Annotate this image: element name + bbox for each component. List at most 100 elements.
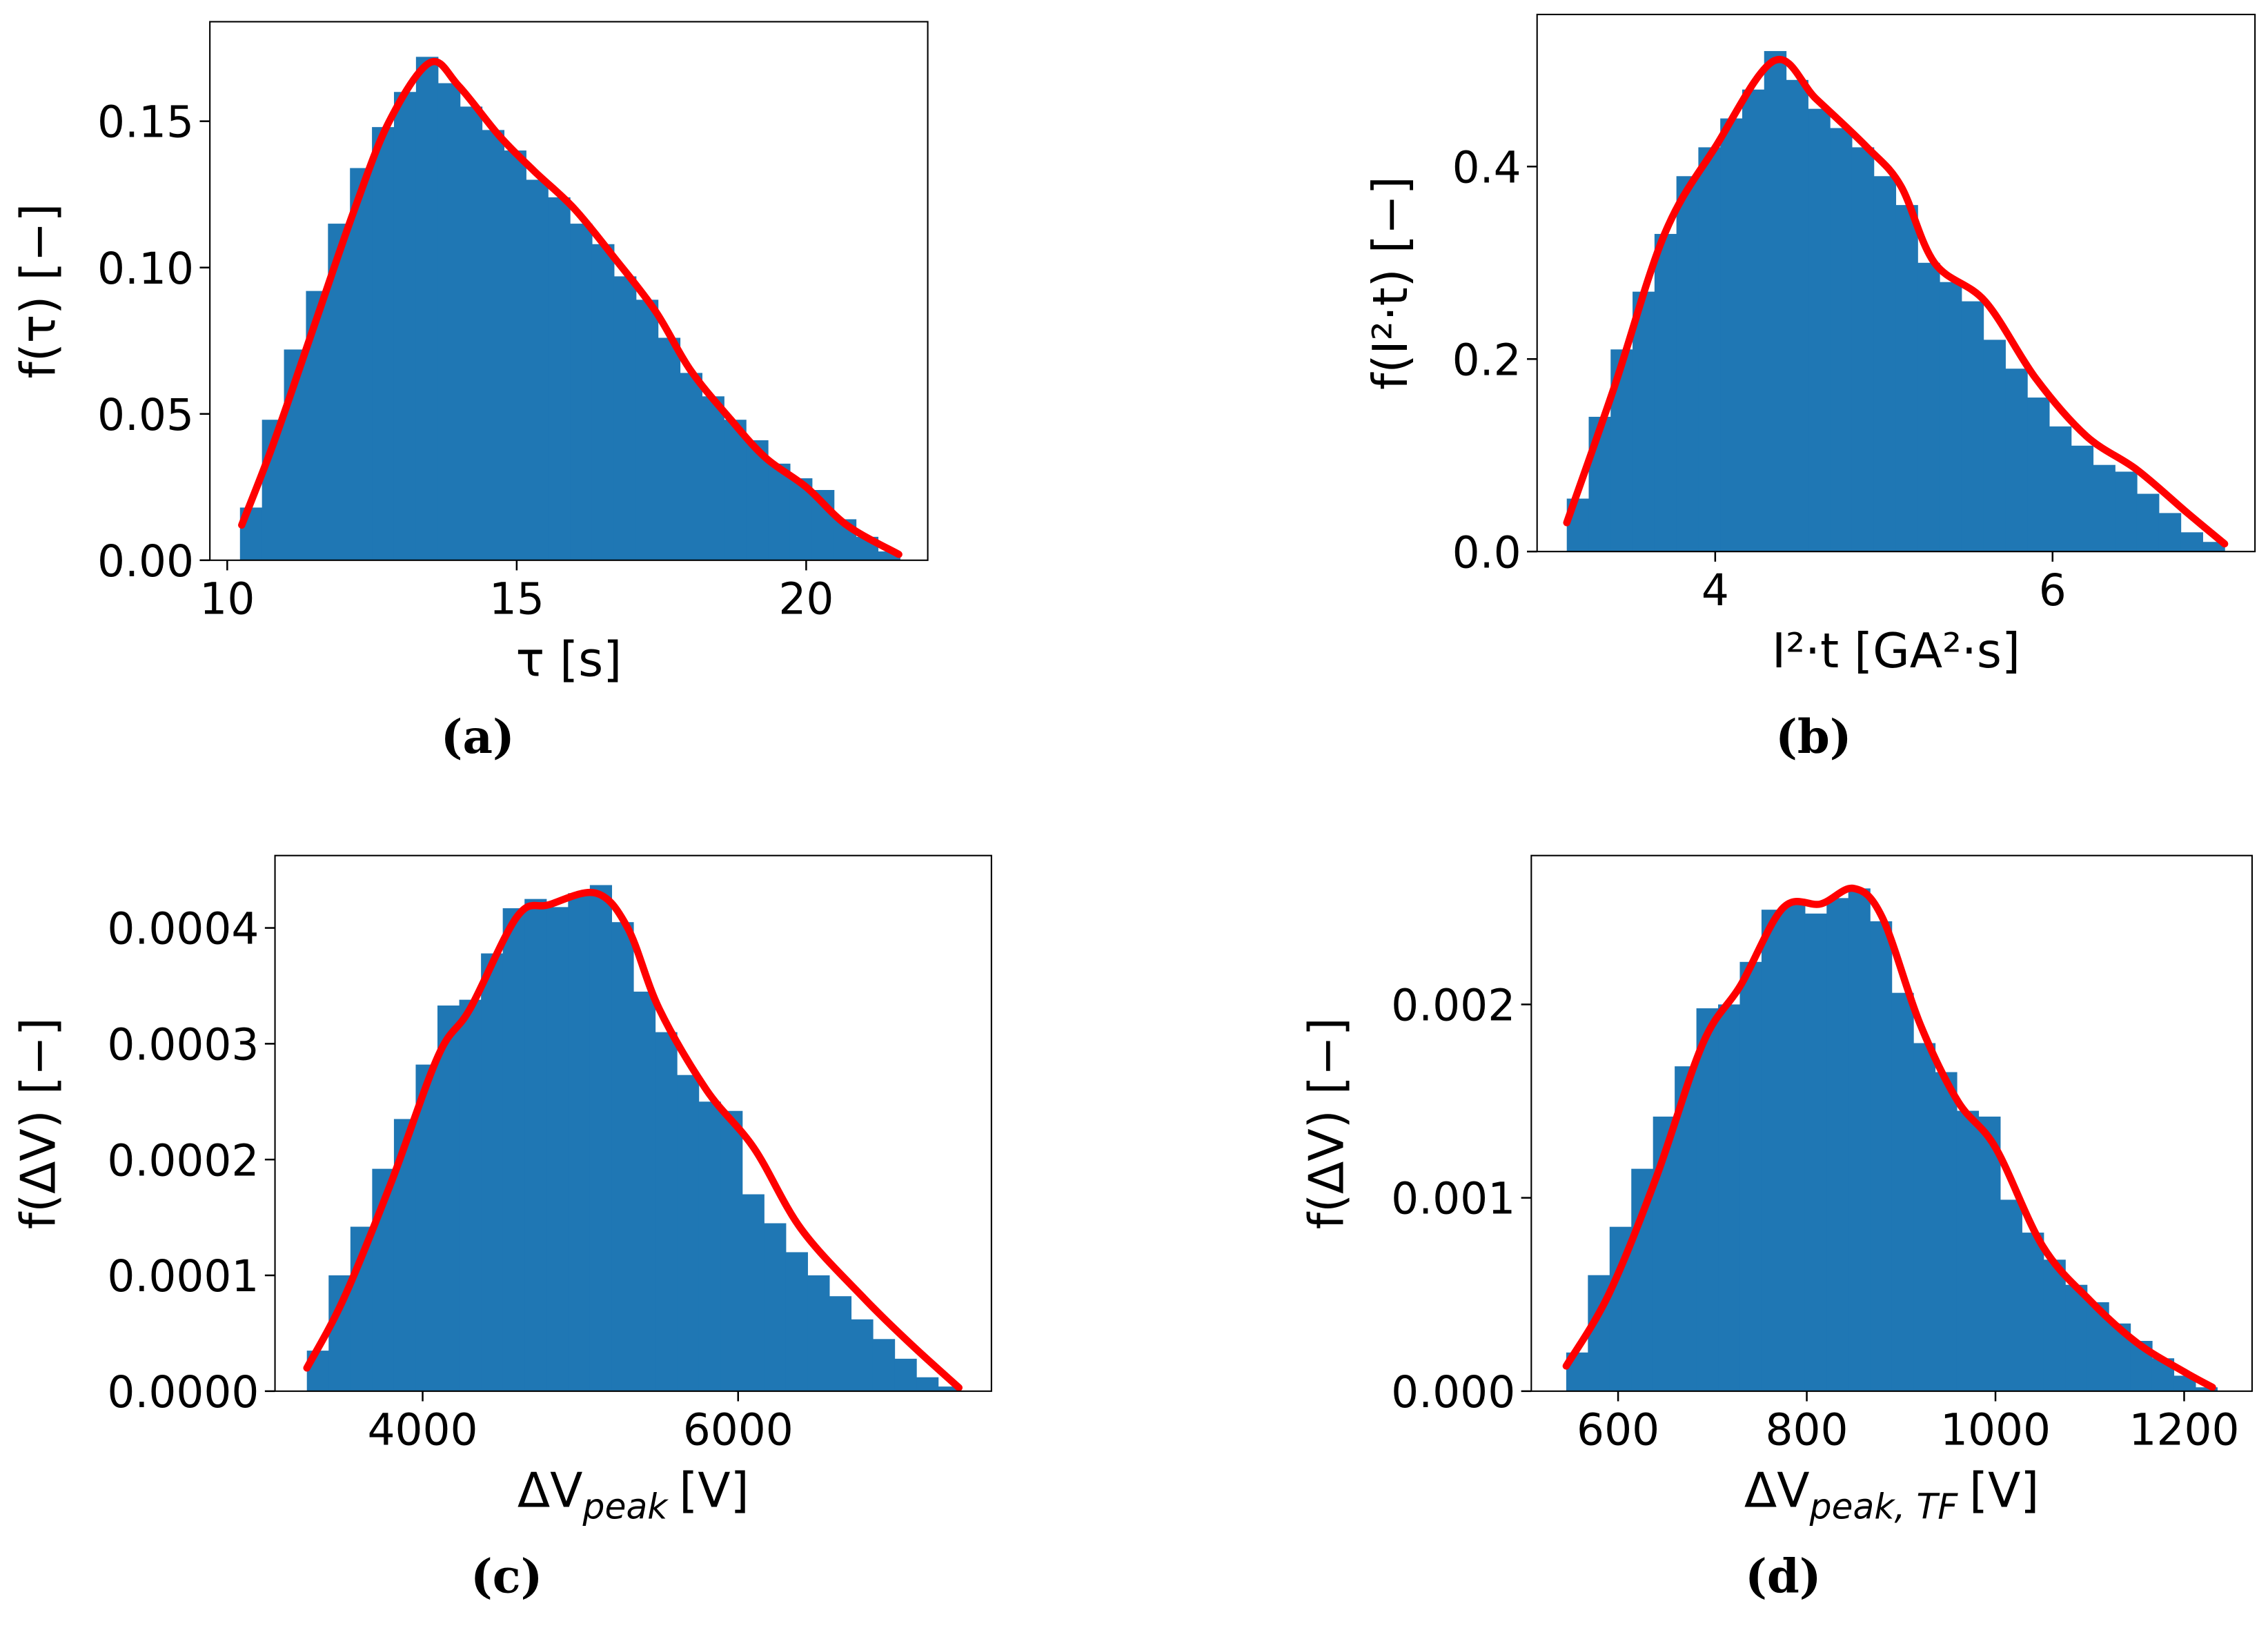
histogram-bar [437,1006,460,1391]
caption: (c) [471,1549,542,1603]
density-curve [238,57,903,558]
histogram-bar [1742,89,1765,552]
x-axis-label: ΔVpeak [V] [517,1464,749,1527]
histogram-bar [2180,532,2203,552]
x-axis-label-sub: peak, TF [1809,1486,1959,1527]
x-tick-label: 4000 [367,1404,477,1455]
histogram-bar [938,1386,960,1391]
histogram-bar [785,1252,808,1391]
histogram-bar [2022,1233,2044,1391]
histogram-bar [1891,992,1914,1391]
histogram-bar [1917,262,1940,552]
y-axis-label: f(ΔV) [−] [1300,1017,1355,1229]
histogram-bar [742,1194,765,1391]
histogram-bar [1718,1004,1741,1391]
histogram-bar [720,1110,743,1391]
y-tick-label: 0.0002 [107,1135,259,1186]
histogram-bar [1826,898,1849,1391]
histogram-bar [829,1296,852,1391]
histogram-bar [1873,176,1897,552]
histogram-bar [677,1075,700,1391]
caption: (b) [1775,709,1851,764]
histogram-bar [1720,118,1743,552]
histogram-bar [635,300,659,560]
histogram-bar [548,197,571,560]
histogram-bar [2202,542,2225,552]
x-tick-label: 6000 [683,1404,793,1455]
histogram-bar [502,908,525,1391]
x-tick-label: 800 [1766,1404,1848,1455]
histogram-bar [1830,128,1853,552]
histogram-bar [1978,1116,2001,1391]
y-tick-label: 0.0000 [107,1367,259,1418]
x-axis-label: ΔVpeak, TF [V] [1744,1464,2039,1527]
axes-frame [1530,854,2253,1392]
y-tick-label: 0.05 [97,390,194,440]
histogram-bar [2049,426,2072,552]
y-axis-label: f(ΔV) [−] [12,1017,67,1229]
histogram-bar [633,991,656,1391]
histogram-bar [2115,471,2138,552]
x-tick-label: 10 [199,573,255,624]
y-tick-label: 0.0001 [107,1251,259,1302]
histogram-bar [2158,513,2182,552]
histogram-bar [2005,369,2028,552]
density-curve [303,888,963,1392]
histogram-bar [2136,493,2160,552]
histogram-bar [415,57,439,560]
histogram-bar [1761,910,1784,1391]
axes-frame [274,854,992,1392]
x-tick-label: 4 [1702,565,1729,616]
histogram-bar [482,130,505,560]
histogram-bar [1783,903,1806,1391]
histogram-bar [1739,961,1762,1391]
x-axis-label-sub: peak [582,1486,669,1527]
y-tick-label: 0.2 [1452,335,1521,385]
histogram-bar [1654,233,1677,552]
histogram-bar [591,244,615,560]
histogram-bar [613,276,637,560]
histogram-bar [2000,1199,2022,1391]
x-axis-label: I²·t [GA²·s] [1772,624,2020,679]
histogram-bar [481,953,504,1391]
y-tick-label: 0.0004 [107,904,259,954]
y-tick-label: 0.15 [97,97,194,148]
histogram-bar [1808,108,1831,552]
histogram-bar [2043,1259,2066,1391]
histogram-bar [894,1358,917,1391]
histogram-bar [1870,921,1893,1391]
histogram-bar [1913,1043,1936,1391]
y-tick-label: 0.4 [1452,142,1521,193]
histogram-bar [459,999,482,1391]
histogram-bar [2065,1284,2088,1391]
y-tick-label: 0.0 [1452,527,1521,578]
y-axis-label: f(τ) [−] [12,204,67,379]
histogram-bar [1696,1008,1719,1391]
axes-frame [1536,13,2256,553]
density-curve [1562,884,2216,1391]
histogram-bar [1676,176,1699,552]
caption: (a) [441,709,515,764]
density-curve [1563,55,2229,548]
histogram-bar [1851,147,1875,552]
histogram-bar [437,83,461,560]
histogram-bar [1935,1072,1958,1391]
x-tick-label: 6 [2039,565,2067,616]
x-tick-label: 20 [778,573,834,624]
histogram-bar [504,150,526,560]
histogram-bar [724,420,747,560]
y-tick-label: 0.0003 [107,1019,259,1070]
caption: (d) [1745,1549,1821,1603]
histogram-bar [1961,301,1984,552]
x-axis-label-unit: [V] [679,1464,749,1519]
x-tick-label: 15 [489,573,544,624]
histogram-bar [1804,913,1827,1391]
histogram-bar [2071,445,2094,552]
histogram-bar [655,1032,678,1391]
histogram-bar [350,168,373,560]
histogram-bar [2173,1375,2196,1391]
histogram-bar [1698,147,1721,552]
histogram-bar [524,899,547,1391]
y-tick-label: 0.000 [1391,1367,1515,1418]
histogram-bar [1764,50,1787,552]
